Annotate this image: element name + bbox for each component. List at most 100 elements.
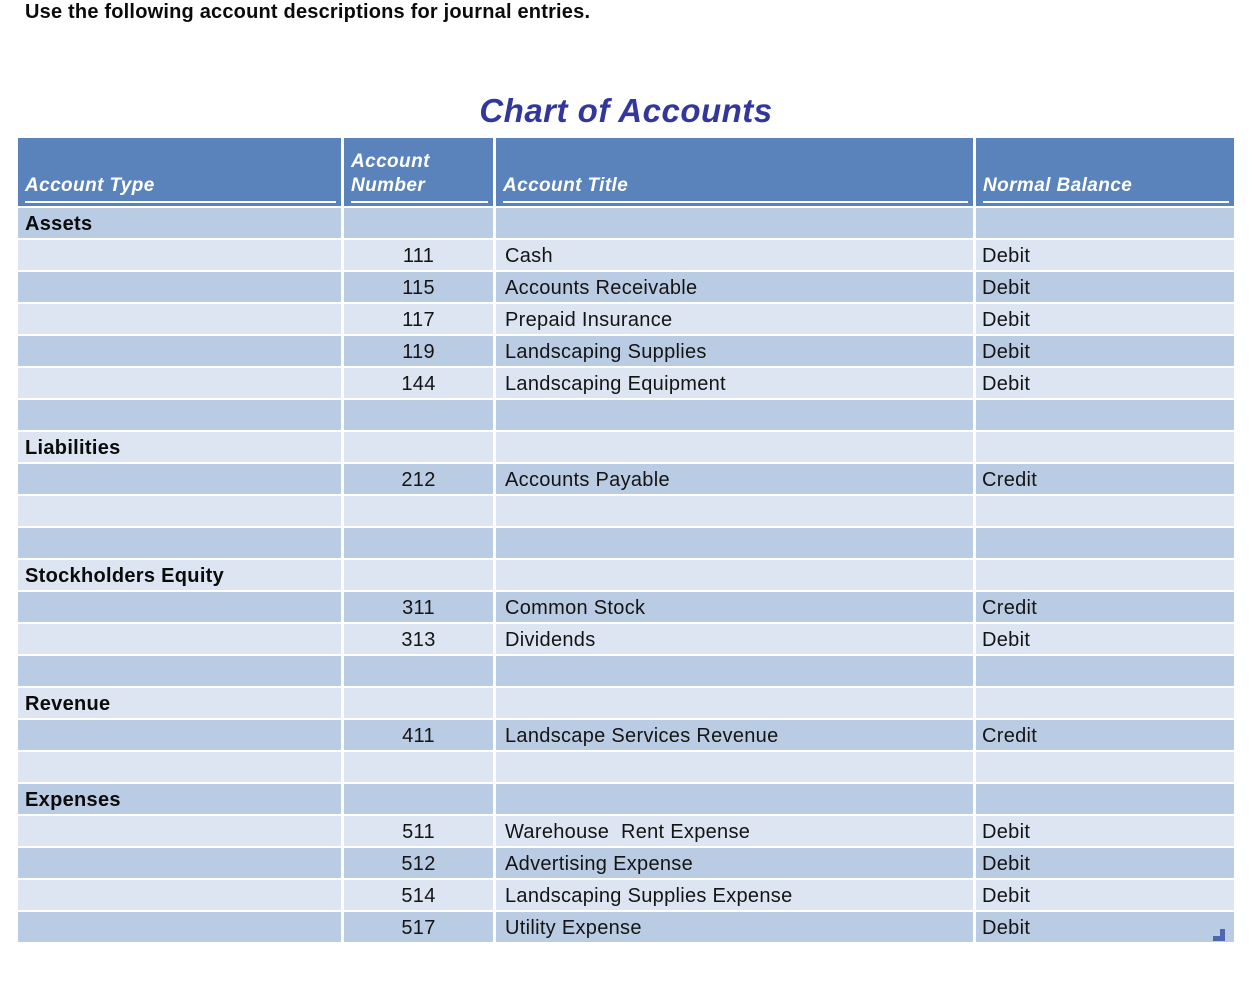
cell-account-title: Dividends (496, 624, 976, 654)
cell-account-type: Liabilities (18, 432, 344, 462)
table-row (18, 398, 1234, 430)
cell-normal-balance (976, 496, 1234, 526)
cell-account-title: Advertising Expense (496, 848, 976, 878)
cell-account-title (496, 752, 976, 782)
cell-account-number: 144 (344, 368, 496, 398)
table-row: 311 Common Stock Credit (18, 590, 1234, 622)
table-row: 514 Landscaping Supplies Expense Debit (18, 878, 1234, 910)
cell-account-type (18, 880, 344, 910)
cell-account-type (18, 816, 344, 846)
cell-account-number (344, 560, 496, 590)
page-title: Chart of Accounts (479, 92, 773, 129)
cell-normal-balance: Debit (976, 848, 1234, 878)
cell-account-title (496, 560, 976, 590)
cell-account-number: 212 (344, 464, 496, 494)
column-header-normal-balance: Normal Balance (976, 138, 1234, 206)
cell-account-title: Utility Expense (496, 912, 976, 942)
cell-account-number (344, 496, 496, 526)
cell-account-type (18, 336, 344, 366)
table-resize-handle-icon[interactable] (1213, 928, 1225, 941)
cell-normal-balance: Credit (976, 464, 1234, 494)
cell-account-number (344, 688, 496, 718)
table-row: 517 Utility Expense Debit (18, 910, 1234, 942)
cell-account-number (344, 208, 496, 238)
table-row: Assets (18, 206, 1234, 238)
cell-normal-balance (976, 528, 1234, 558)
table-row: Revenue (18, 686, 1234, 718)
column-header-account-title: Account Title (496, 138, 976, 206)
cell-account-type (18, 272, 344, 302)
column-header-label: Normal Balance (983, 174, 1229, 203)
table-row: 117 Prepaid Insurance Debit (18, 302, 1234, 334)
cell-normal-balance: Debit (976, 368, 1234, 398)
cell-account-title: Prepaid Insurance (496, 304, 976, 334)
cell-normal-balance: Debit (976, 240, 1234, 270)
cell-account-title (496, 784, 976, 814)
table-row: 111 Cash Debit (18, 238, 1234, 270)
cell-account-type (18, 464, 344, 494)
cell-account-number: 514 (344, 880, 496, 910)
cell-normal-balance: Debit (976, 624, 1234, 654)
cell-account-type (18, 752, 344, 782)
cell-account-title: Common Stock (496, 592, 976, 622)
cell-account-title: Accounts Payable (496, 464, 976, 494)
cell-normal-balance: Debit (976, 912, 1234, 942)
cell-account-title: Landscaping Supplies (496, 336, 976, 366)
cell-account-title: Warehouse Rent Expense (496, 816, 976, 846)
cell-account-type (18, 624, 344, 654)
instruction-text: Use the following account descriptions f… (25, 1, 591, 23)
cell-account-title (496, 432, 976, 462)
cell-account-type (18, 848, 344, 878)
table-row: 144 Landscaping Equipment Debit (18, 366, 1234, 398)
column-header-label: Account Title (503, 174, 968, 203)
cell-account-type: Assets (18, 208, 344, 238)
cell-account-type (18, 656, 344, 686)
cell-normal-balance (976, 656, 1234, 686)
table-row: 512 Advertising Expense Debit (18, 846, 1234, 878)
cell-account-number: 313 (344, 624, 496, 654)
cell-account-title: Cash (496, 240, 976, 270)
cell-account-title (496, 208, 976, 238)
cell-account-type (18, 528, 344, 558)
cell-normal-balance: Debit (976, 272, 1234, 302)
table-row (18, 750, 1234, 782)
cell-account-title (496, 400, 976, 430)
cell-account-number: 411 (344, 720, 496, 750)
cell-normal-balance (976, 752, 1234, 782)
cell-account-number (344, 528, 496, 558)
cell-account-number (344, 752, 496, 782)
table-row: Stockholders Equity (18, 558, 1234, 590)
cell-normal-balance (976, 400, 1234, 430)
cell-normal-balance: Debit (976, 880, 1234, 910)
cell-normal-balance (976, 208, 1234, 238)
cell-account-type: Expenses (18, 784, 344, 814)
cell-account-title (496, 496, 976, 526)
cell-account-type (18, 304, 344, 334)
cell-account-type (18, 496, 344, 526)
cell-account-type: Revenue (18, 688, 344, 718)
cell-normal-balance (976, 432, 1234, 462)
cell-account-type (18, 400, 344, 430)
chart-of-accounts-table: Account Type Account Number Account Titl… (18, 138, 1234, 942)
cell-normal-balance: Debit (976, 816, 1234, 846)
cell-account-number (344, 400, 496, 430)
cell-account-number: 311 (344, 592, 496, 622)
cell-account-number: 115 (344, 272, 496, 302)
cell-account-number: 512 (344, 848, 496, 878)
cell-account-number: 511 (344, 816, 496, 846)
cell-account-type (18, 912, 344, 942)
cell-account-title: Landscape Services Revenue (496, 720, 976, 750)
table-row: 119 Landscaping Supplies Debit (18, 334, 1234, 366)
column-header-label: Account Type (25, 174, 336, 203)
cell-account-type (18, 720, 344, 750)
cell-normal-balance (976, 688, 1234, 718)
table-row: 511 Warehouse Rent Expense Debit (18, 814, 1234, 846)
cell-account-type (18, 240, 344, 270)
cell-account-title (496, 528, 976, 558)
cell-account-title (496, 656, 976, 686)
column-header-account-type: Account Type (18, 138, 344, 206)
table-header-row: Account Type Account Number Account Titl… (18, 138, 1234, 206)
cell-account-number (344, 432, 496, 462)
column-header-account-number: Account Number (344, 138, 496, 206)
table-row: 115 Accounts Receivable Debit (18, 270, 1234, 302)
